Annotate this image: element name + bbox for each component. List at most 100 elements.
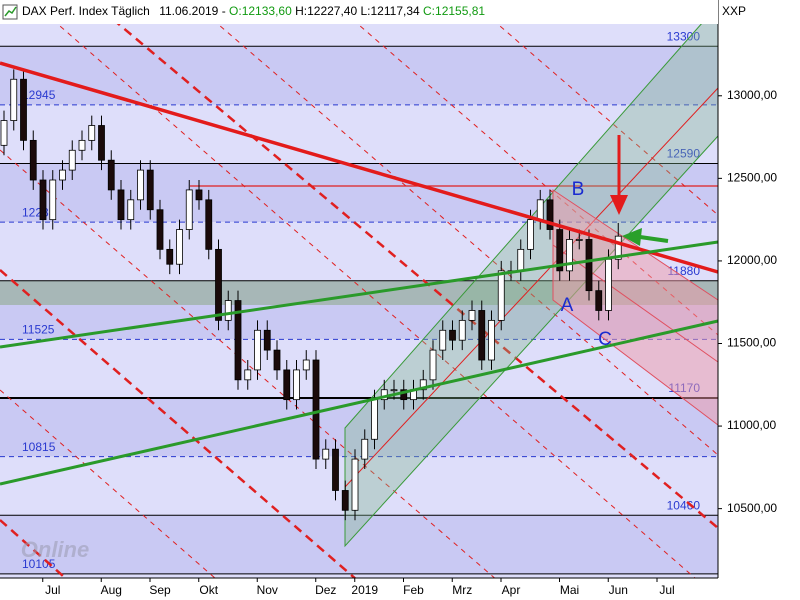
candle-body bbox=[185, 189, 193, 230]
trend-dashed-thick bbox=[0, 519, 91, 600]
level-label: 12945 bbox=[22, 88, 56, 102]
trend-dashed bbox=[0, 149, 521, 600]
x-tick-label: Jul bbox=[659, 583, 674, 597]
candle-body bbox=[614, 235, 622, 260]
channel-mid bbox=[344, 87, 719, 488]
icon-line bbox=[4, 6, 17, 17]
dashed-trendlines bbox=[0, 0, 719, 600]
open-value: O:12133,60 bbox=[229, 4, 292, 18]
header-icon bbox=[2, 4, 18, 20]
level-label: 12590 bbox=[667, 147, 701, 161]
candle-body bbox=[146, 169, 154, 211]
band bbox=[0, 573, 718, 578]
candle-body bbox=[88, 125, 96, 141]
band bbox=[0, 104, 718, 164]
y-tick-label: 12500,00 bbox=[727, 171, 777, 185]
candle-body bbox=[478, 310, 486, 361]
trend-dashed-thick bbox=[0, 269, 381, 600]
candle-body bbox=[59, 169, 66, 181]
candle-body bbox=[371, 399, 378, 440]
candle-body bbox=[293, 369, 300, 401]
candle-body bbox=[390, 389, 398, 392]
x-tick-label: Mrz bbox=[452, 583, 472, 597]
candle-body bbox=[176, 229, 183, 265]
instrument: DAX Perf. Index Täglich bbox=[22, 4, 150, 18]
candle-body bbox=[536, 199, 544, 221]
arrow-down-head bbox=[610, 195, 628, 215]
candle-body bbox=[195, 189, 203, 201]
level-label: 10815 bbox=[22, 440, 56, 454]
header-bar bbox=[0, 0, 718, 24]
candle-body bbox=[39, 179, 47, 221]
trend-dashed bbox=[29, 0, 719, 599]
level-label: 13300 bbox=[667, 29, 701, 43]
candle-body bbox=[302, 359, 310, 371]
candle-body bbox=[585, 239, 593, 292]
candle-body bbox=[29, 139, 37, 181]
y-tick-label: 11500,00 bbox=[727, 336, 776, 350]
candle-body bbox=[127, 199, 135, 221]
candle-body bbox=[556, 229, 564, 272]
candle-body bbox=[107, 159, 115, 191]
candle-body bbox=[166, 248, 174, 265]
trend-dashed bbox=[469, 0, 719, 216]
y-tick-label: 10500,00 bbox=[727, 501, 777, 515]
level-label: 12235 bbox=[22, 205, 56, 219]
candle-body bbox=[78, 139, 86, 151]
level-label: 10460 bbox=[667, 498, 701, 512]
candle-body bbox=[488, 319, 495, 361]
candles bbox=[0, 69, 622, 521]
arrow-left bbox=[639, 235, 669, 243]
trendline-green bbox=[0, 240, 719, 349]
candle-body bbox=[439, 329, 447, 351]
candle-body bbox=[605, 258, 612, 311]
watermark: Online bbox=[21, 537, 89, 562]
band bbox=[0, 456, 718, 516]
x-tick-label: Apr bbox=[502, 583, 521, 597]
candle-body bbox=[224, 300, 232, 321]
date: 11.06.2019 - bbox=[159, 4, 226, 18]
low-value: L:12117,34 bbox=[361, 4, 420, 18]
candle-body bbox=[429, 349, 437, 381]
candle-body bbox=[595, 290, 603, 311]
band bbox=[0, 46, 718, 105]
candle-body bbox=[68, 149, 76, 171]
close-value: C:12155,81 bbox=[423, 4, 485, 18]
candle-body bbox=[449, 329, 456, 341]
candle-body bbox=[215, 248, 222, 321]
candle-body bbox=[20, 78, 27, 141]
x-tick-label: 2019 bbox=[351, 583, 378, 597]
level-label: 11525 bbox=[22, 323, 55, 337]
y-tick-label: 11000,00 bbox=[727, 418, 776, 432]
y-axis-area bbox=[718, 0, 800, 578]
candle-body bbox=[283, 369, 291, 401]
high-value: H:12227,40 bbox=[295, 4, 357, 18]
x-tick-label: Aug bbox=[101, 583, 122, 597]
candle-body bbox=[575, 239, 583, 241]
trend-dashed bbox=[0, 389, 241, 600]
x-tick-label: Feb bbox=[403, 583, 424, 597]
x-tick-label: Jun bbox=[609, 583, 628, 597]
candle-body bbox=[546, 199, 554, 230]
candle-body bbox=[273, 349, 281, 371]
x-tick-label: Jul bbox=[45, 583, 60, 597]
candle-body bbox=[10, 78, 18, 121]
candle-body bbox=[49, 179, 57, 221]
candle-body bbox=[137, 169, 144, 201]
trendline-red bbox=[0, 61, 719, 274]
candle-body bbox=[527, 219, 534, 250]
candle-body bbox=[244, 369, 252, 381]
candle-body bbox=[98, 125, 105, 161]
annotation: A bbox=[561, 295, 574, 316]
candle-body bbox=[400, 389, 408, 401]
header-text: DAX Perf. Index Täglich 11.06.2019 - O:1… bbox=[22, 4, 485, 18]
candle-body bbox=[419, 379, 427, 391]
candle-body bbox=[254, 329, 261, 371]
trend-dashed-thick bbox=[89, 0, 719, 529]
candle-body bbox=[312, 359, 320, 460]
candle-body bbox=[322, 448, 330, 460]
candle-body bbox=[341, 490, 349, 511]
x-tick-label: Sep bbox=[149, 583, 171, 597]
